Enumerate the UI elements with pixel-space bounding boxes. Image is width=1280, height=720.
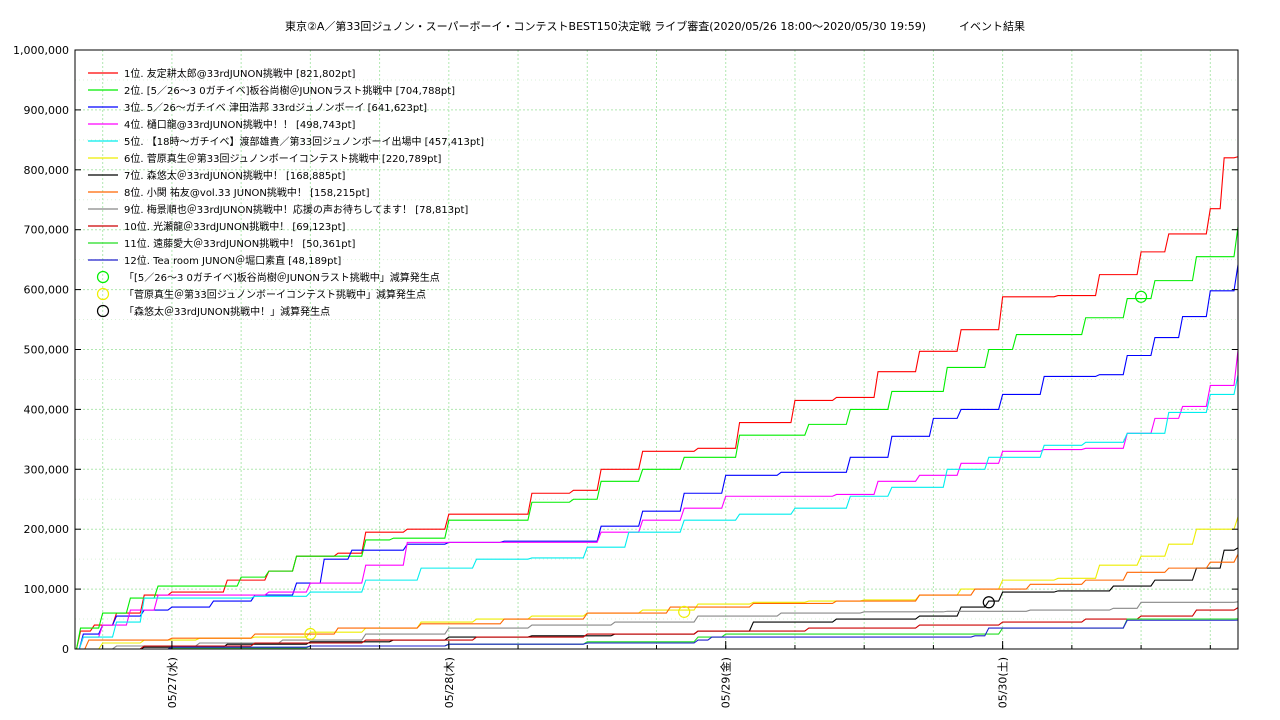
y-tick-label: 200,000 — [24, 523, 70, 536]
y-tick-label: 900,000 — [24, 104, 70, 117]
legend-label-5: 5位. 【18時〜ガチイベ】渡部雄貴／第33回ジュノンボーイ出場中 [457,4… — [124, 135, 484, 148]
series-line-1 — [75, 156, 1239, 650]
series-line-8 — [75, 553, 1239, 650]
chart-title: 東京②A／第33回ジュノン・スーパーボーイ・コンテストBEST150決定戦 ライ… — [285, 19, 1025, 33]
legend-label-3: 3位. 5／26〜ガチイベ 津田浩邦 33rdジュノンボーイ [641,623p… — [124, 101, 427, 114]
y-tick-label: 0 — [62, 643, 69, 656]
y-tick-label: 1,000,000 — [13, 44, 69, 57]
x-tick-label: 05/28(木) — [443, 657, 456, 708]
x-tick-label: 05/29(金) — [719, 657, 733, 708]
event-marker-1 — [1134, 290, 1148, 303]
y-tick-label: 100,000 — [24, 583, 70, 596]
legend-marker-label-3: 「森悠太＠33rdJUNON挑戦中！」減算発生点 — [124, 305, 330, 318]
y-tick-label: 600,000 — [24, 284, 70, 297]
series-line-4 — [75, 350, 1239, 650]
legend-label-6: 6位. 菅原真生＠第33回ジュノンボーイコンテスト挑戦中 [220,789pt] — [124, 152, 441, 165]
legend-label-10: 10位. 光瀬龍＠33rdJUNON挑戦中！ [69,123pt] — [124, 220, 346, 233]
series-line-6 — [75, 516, 1239, 650]
legend: 1位. 友定耕太郎@33rdJUNON挑戦中 [821,802pt] 2位. [5… — [88, 67, 484, 318]
grid-lines — [75, 50, 1238, 649]
legend-marker-1 — [96, 270, 110, 284]
legend-marker-label-2: 「菅原真生＠第33回ジュノンボーイコンテスト挑戦中」減算発生点 — [124, 288, 426, 301]
marker-layer — [304, 290, 1148, 641]
legend-label-8: 8位. 小関 祐友@vol.33 JUNON挑戦中！ [158,215pt] — [124, 186, 370, 199]
series-line-5 — [75, 374, 1239, 650]
legend-label-2: 2位. [5／26〜3 0ガチイベ]板谷尚樹＠JUNONラスト挑戦中 [704,… — [124, 84, 455, 97]
legend-label-9: 9位. 梅景順也＠33rdJUNON挑戦中！応援の声お待ちしてます！ [78,8… — [124, 203, 468, 216]
y-tick-label: 300,000 — [24, 463, 70, 476]
x-tick-label: 05/30(土) — [997, 657, 1010, 708]
y-tick-label: 700,000 — [24, 224, 70, 237]
event-marker-3 — [982, 596, 995, 609]
legend-label-7: 7位. 森悠太＠33rdJUNON挑戦中！ [168,885pt] — [124, 169, 346, 182]
legend-label-12: 12位. Tea room JUNON＠堀口素直 [48,189pt] — [124, 254, 341, 267]
y-tick-label: 800,000 — [24, 164, 70, 177]
series-line-2 — [75, 226, 1239, 650]
event-marker-2 — [678, 605, 691, 618]
axes: 0 100,000 200,000 300,000 400,000 500,000 600,… — [13, 44, 1238, 708]
legend-label-1: 1位. 友定耕太郎@33rdJUNON挑戦中 [821,802pt] — [124, 67, 356, 80]
legend-label-4: 4位. 樋口龍@33rdJUNON挑戦中！！ [498,743pt] — [124, 118, 356, 131]
event-marker-2 — [304, 627, 317, 641]
legend-marker-3 — [96, 304, 110, 318]
legend-marker-2 — [96, 287, 110, 301]
series-line-3 — [75, 264, 1239, 650]
x-tick-label: 05/27(水) — [166, 657, 179, 708]
y-tick-label: 400,000 — [24, 403, 70, 416]
y-tick-label: 500,000 — [24, 344, 70, 357]
legend-label-11: 11位. 遠藤愛大＠33rdJUNON挑戦中！ [50,361pt] — [124, 237, 356, 250]
series-line-10 — [75, 607, 1239, 650]
series-layer — [75, 156, 1239, 650]
legend-marker-label-1: 「[5／26〜3 0ガチイベ]板谷尚樹＠JUNONラスト挑戦中」減算発生点 — [124, 271, 440, 284]
